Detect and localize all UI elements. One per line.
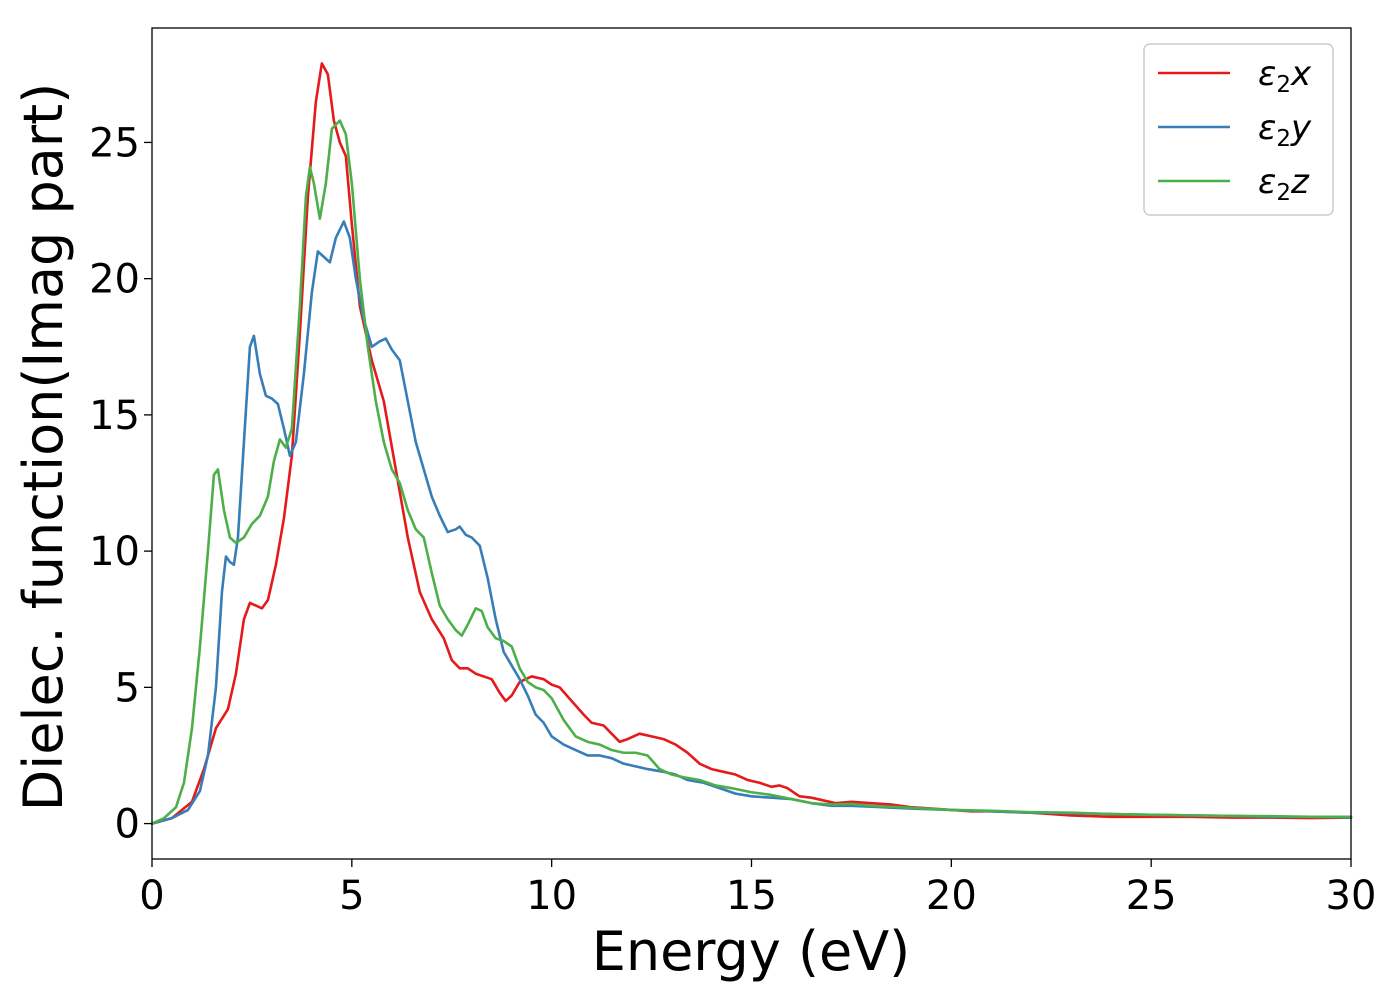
y-tick-label: 15 (89, 393, 140, 439)
x-tick-label: 10 (526, 873, 577, 919)
y-axis-ticks: 0 5 10 15 20 25 (89, 120, 152, 848)
x-tick-label: 15 (726, 873, 777, 919)
y-tick-label: 25 (89, 120, 140, 166)
x-tick-label: 20 (926, 873, 977, 919)
legend-box (1143, 43, 1334, 216)
legend-label-z: ε2z (1258, 162, 1310, 206)
series-layer (150, 62, 1353, 825)
y-tick-label: 10 (89, 529, 140, 575)
x-tick-label: 30 (1326, 873, 1377, 919)
y-tick-label: 5 (115, 665, 140, 711)
series-line-x (150, 62, 1353, 825)
legend-label-x: ε2x (1258, 54, 1312, 98)
x-tick-label: 0 (139, 873, 164, 919)
legend: ε2x ε2y ε2z (1143, 43, 1334, 216)
x-tick-label: 25 (1126, 873, 1177, 919)
series-line-z (150, 119, 1353, 825)
x-axis-label: Energy (eV) (592, 920, 911, 983)
legend-label-y: ε2y (1258, 108, 1312, 152)
y-axis-label: Dielec. function(Imag part) (12, 83, 75, 812)
x-axis-ticks: 0 5 10 15 20 25 30 (139, 859, 1376, 919)
y-tick-label: 0 (115, 802, 140, 848)
x-tick-label: 5 (339, 873, 364, 919)
y-tick-label: 20 (89, 257, 140, 303)
